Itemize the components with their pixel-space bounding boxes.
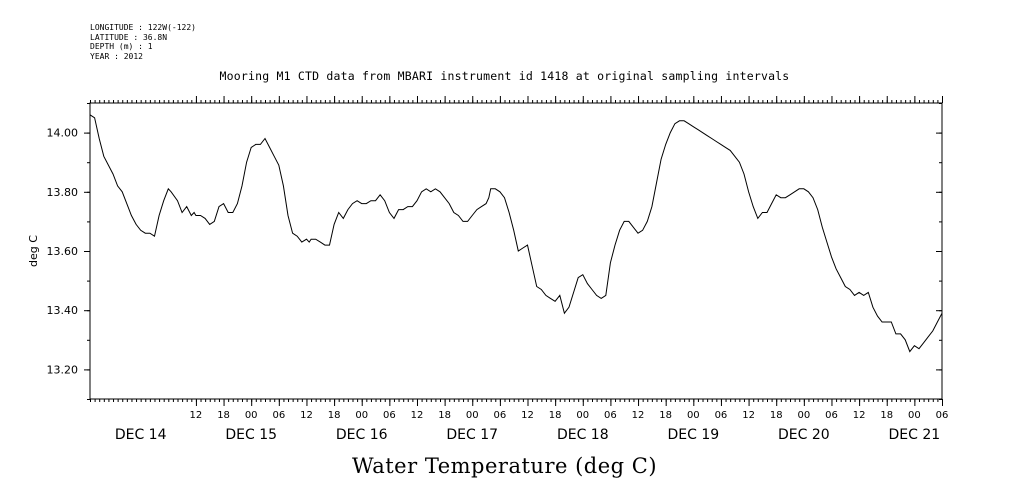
x-day-label: DEC 17: [446, 427, 498, 443]
x-tick-label: 18: [659, 410, 672, 421]
longitude-label: LONGITUDE : 122W(-122): [90, 23, 196, 32]
x-tick-label: 06: [604, 410, 617, 421]
x-tick-label: 06: [825, 410, 838, 421]
x-tick-label: 12: [300, 410, 313, 421]
variable-title: Water Temperature (deg C): [351, 454, 658, 478]
x-tick-label: 00: [908, 410, 921, 421]
x-tick-label: 18: [328, 410, 341, 421]
x-tick-label: 18: [770, 410, 783, 421]
x-tick-label: 12: [742, 410, 755, 421]
x-tick-label: 06: [936, 410, 949, 421]
x-tick-label: 06: [494, 410, 507, 421]
x-day-label: DEC 16: [336, 427, 388, 443]
x-tick-label: 06: [715, 410, 728, 421]
y-tick-label: 13.40: [47, 304, 79, 317]
x-tick-label: 06: [272, 410, 285, 421]
x-tick-label: 00: [797, 410, 810, 421]
x-axis: 12 18 00 06 12 18 00 06 12 18 00 06 12 18 00 06 12 18 00 06…: [115, 96, 949, 443]
y-tick-label: 14.00: [47, 127, 79, 140]
year-label: YEAR : 2012: [90, 51, 143, 61]
y-tick-label: 13.20: [47, 363, 79, 376]
x-day-label: DEC 20: [778, 427, 830, 443]
x-tick-label: 00: [245, 410, 258, 421]
x-tick-label: 12: [521, 410, 534, 421]
x-tick-label: 00: [687, 410, 700, 421]
x-tick-label: 18: [880, 410, 893, 421]
y-tick-label: 13.80: [47, 186, 79, 199]
chart-title: Mooring M1 CTD data from MBARI instrumen…: [219, 69, 790, 83]
x-day-label: DEC 14: [115, 427, 167, 443]
x-tick-label: 12: [190, 410, 203, 421]
latitude-label: LATITUDE : 36.8N: [90, 32, 168, 42]
x-day-label: DEC 15: [225, 427, 277, 443]
x-tick-label: 12: [632, 410, 645, 421]
depth-label: DEPTH (m) : 1: [90, 42, 153, 51]
x-day-label: DEC 18: [557, 427, 609, 443]
x-tick-label: 06: [383, 410, 396, 421]
x-tick-label: 18: [438, 410, 451, 421]
minor-ticks: [90, 100, 943, 402]
x-tick-label: 12: [853, 410, 866, 421]
x-tick-label: 00: [576, 410, 589, 421]
x-day-label: DEC 19: [667, 427, 719, 443]
x-tick-label: 18: [549, 410, 562, 421]
y-tick-label: 13.60: [47, 245, 79, 258]
x-tick-label: 18: [217, 410, 230, 421]
x-day-label: DEC 21: [889, 427, 941, 443]
y-axis-label: deg C: [27, 235, 40, 267]
series-line-water-temperature: [89, 114, 943, 353]
y-axis: 13.20 13.40 13.60 13.80 14.00: [47, 103, 942, 400]
metadata-block: LONGITUDE : 122W(-122) LATITUDE : 36.8N …: [90, 23, 196, 61]
plot-frame: [89, 102, 943, 400]
x-tick-label: 00: [466, 410, 479, 421]
x-tick-label: 12: [411, 410, 424, 421]
x-tick-label: 00: [355, 410, 368, 421]
